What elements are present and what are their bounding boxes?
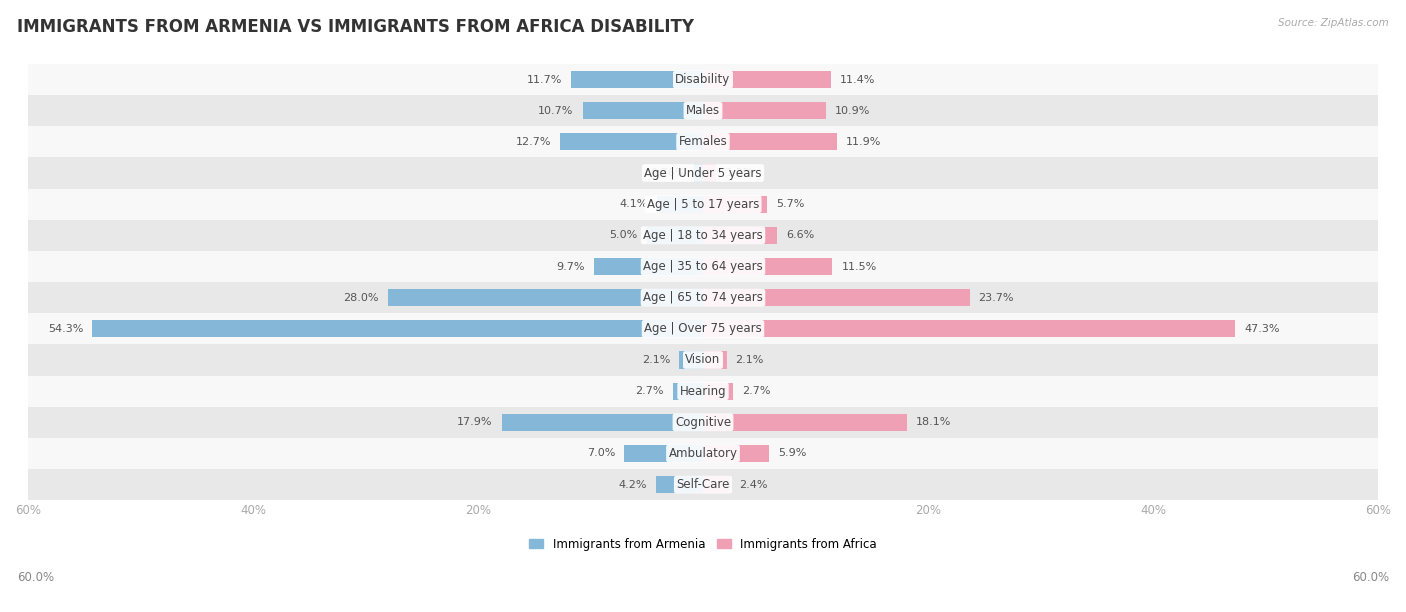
Text: Ambulatory: Ambulatory [668,447,738,460]
Text: 17.9%: 17.9% [457,417,492,427]
Bar [703,258,832,275]
Text: 12.7%: 12.7% [516,137,551,147]
Text: Source: ZipAtlas.com: Source: ZipAtlas.com [1278,18,1389,28]
Text: 0.76%: 0.76% [650,168,686,178]
Bar [655,476,703,493]
Text: Age | Under 5 years: Age | Under 5 years [644,166,762,179]
Bar [657,196,703,213]
Bar [703,133,837,151]
Bar [679,351,703,368]
Bar [624,445,703,462]
Bar [28,438,1378,469]
Legend: Immigrants from Armenia, Immigrants from Africa: Immigrants from Armenia, Immigrants from… [524,533,882,555]
Bar [703,351,727,368]
Text: 28.0%: 28.0% [343,293,380,303]
Text: 11.4%: 11.4% [841,75,876,84]
Bar [703,414,907,431]
Text: Vision: Vision [685,354,721,367]
Text: Hearing: Hearing [679,385,727,398]
Bar [502,414,703,431]
Text: 60.0%: 60.0% [1353,572,1389,584]
Text: Self-Care: Self-Care [676,478,730,491]
Bar [703,445,769,462]
Text: 7.0%: 7.0% [586,449,616,458]
Bar [28,282,1378,313]
Bar [28,188,1378,220]
Bar [28,64,1378,95]
Bar [28,376,1378,407]
Text: 5.9%: 5.9% [779,449,807,458]
Text: 2.7%: 2.7% [742,386,770,396]
Bar [28,157,1378,188]
Text: 11.5%: 11.5% [841,261,876,272]
Text: 5.0%: 5.0% [609,230,638,241]
Text: 4.2%: 4.2% [619,480,647,490]
Text: Cognitive: Cognitive [675,416,731,429]
Bar [560,133,703,151]
Text: Disability: Disability [675,73,731,86]
Bar [28,126,1378,157]
Text: Age | 65 to 74 years: Age | 65 to 74 years [643,291,763,304]
Text: 11.7%: 11.7% [527,75,562,84]
Bar [695,165,703,182]
Text: Age | 18 to 34 years: Age | 18 to 34 years [643,229,763,242]
Text: 5.7%: 5.7% [776,199,804,209]
Bar [593,258,703,275]
Bar [571,71,703,88]
Text: 2.4%: 2.4% [740,480,768,490]
Bar [703,102,825,119]
Text: 54.3%: 54.3% [48,324,83,334]
Text: IMMIGRANTS FROM ARMENIA VS IMMIGRANTS FROM AFRICA DISABILITY: IMMIGRANTS FROM ARMENIA VS IMMIGRANTS FR… [17,18,695,36]
Bar [703,196,768,213]
Text: 4.1%: 4.1% [620,199,648,209]
Text: Males: Males [686,104,720,118]
Bar [582,102,703,119]
Text: Females: Females [679,135,727,148]
Bar [703,227,778,244]
Text: 47.3%: 47.3% [1244,324,1279,334]
Bar [703,289,970,306]
Bar [28,313,1378,345]
Bar [28,95,1378,126]
Text: 9.7%: 9.7% [557,261,585,272]
Bar [647,227,703,244]
Text: 10.7%: 10.7% [538,106,574,116]
Text: 11.9%: 11.9% [846,137,882,147]
Bar [388,289,703,306]
Text: 23.7%: 23.7% [979,293,1014,303]
Text: 2.7%: 2.7% [636,386,664,396]
Text: 6.6%: 6.6% [786,230,814,241]
Text: Age | Over 75 years: Age | Over 75 years [644,323,762,335]
Bar [703,165,717,182]
Bar [28,220,1378,251]
Bar [703,320,1234,337]
Text: 1.2%: 1.2% [725,168,754,178]
Text: 2.1%: 2.1% [735,355,763,365]
Text: Age | 5 to 17 years: Age | 5 to 17 years [647,198,759,211]
Bar [28,345,1378,376]
Text: 10.9%: 10.9% [835,106,870,116]
Bar [28,407,1378,438]
Bar [703,71,831,88]
Bar [93,320,703,337]
Bar [28,251,1378,282]
Text: Age | 35 to 64 years: Age | 35 to 64 years [643,260,763,273]
Text: 2.1%: 2.1% [643,355,671,365]
Bar [28,469,1378,500]
Text: 18.1%: 18.1% [915,417,950,427]
Bar [672,382,703,400]
Text: 60.0%: 60.0% [17,572,53,584]
Bar [703,382,734,400]
Bar [703,476,730,493]
